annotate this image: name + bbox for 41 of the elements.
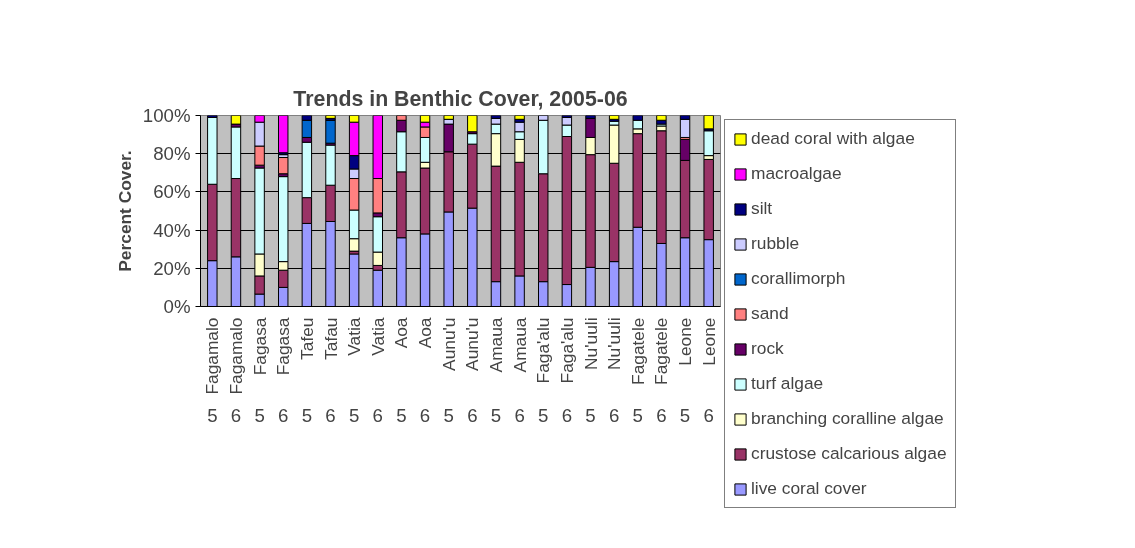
chart-title: Trends in Benthic Cover, 2005-06	[293, 86, 628, 111]
y-tick-label: 100%	[142, 105, 191, 126]
category-label: Amaua 6	[509, 317, 530, 426]
category-label: Fagamalo 6	[225, 317, 246, 426]
category-label: Nu'uuli 5	[580, 317, 601, 426]
y-tick-label: 0%	[163, 296, 191, 317]
category-label: Aoa 5	[391, 317, 412, 426]
category-label: Nu'uuli 6	[604, 317, 625, 426]
legend-label: macroalgae	[751, 163, 842, 184]
y-tick-label: 20%	[153, 257, 191, 279]
category-label: Fagatele 6	[651, 317, 672, 426]
legend-label: branching coralline algae	[751, 408, 944, 429]
category-label: Amaua 5	[485, 317, 506, 426]
category-label: Tafau 6	[320, 317, 341, 426]
category-label: Vatia 6	[367, 317, 388, 426]
category-label: Leone 6	[698, 317, 719, 426]
category-label: Tafeu 5	[296, 317, 317, 426]
legend-label: sand	[751, 303, 789, 324]
category-label: Fagatele 5	[627, 317, 648, 426]
legend-label: turf algae	[751, 373, 824, 394]
category-label: Fagasa 5	[249, 317, 270, 426]
category-label: Aunu'u 6	[462, 317, 483, 426]
category-label: Vatia 5	[344, 317, 365, 426]
category-label: Aunu'u 5	[438, 317, 459, 426]
category-label: Faga'alu 5	[533, 317, 554, 426]
y-tick-label: 40%	[153, 219, 191, 241]
legend-label: crustose calcarious algae	[751, 443, 947, 464]
legend-label: rock	[751, 338, 784, 359]
y-axis-title: Percent Cover.	[114, 150, 135, 272]
legend-label: live coral cover	[751, 478, 867, 499]
category-label: Fagasa 6	[273, 317, 294, 426]
category-label: Leone 5	[675, 317, 696, 426]
category-label: Faga'alu 6	[556, 317, 577, 426]
legend-label: dead coral with algae	[751, 128, 915, 149]
y-tick-label: 60%	[153, 181, 191, 203]
category-label: Fagamalo 5	[202, 317, 223, 426]
legend-label: rubble	[751, 233, 800, 254]
legend-label: silt	[751, 198, 773, 219]
category-label: Aoa 6	[415, 317, 436, 426]
y-tick-label: 80%	[153, 143, 191, 165]
legend-label: corallimorph	[751, 268, 846, 289]
